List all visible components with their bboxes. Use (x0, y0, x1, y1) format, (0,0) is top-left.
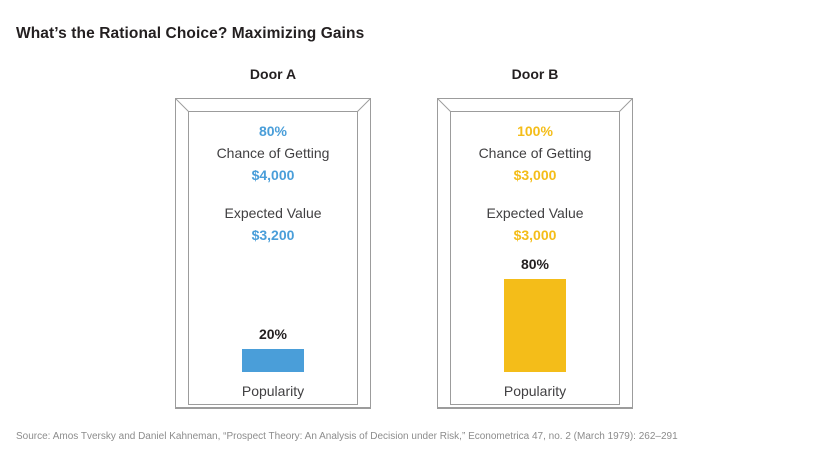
door-a-heading: Door A (249, 66, 297, 82)
source-citation: Source: Amos Tversky and Daniel Kahneman… (16, 431, 678, 442)
door-a-chance-label: Chance of Getting (216, 145, 330, 161)
door-a-panel: Door A 80% Chance of Getting $4,000 Expe… (175, 66, 371, 409)
door-b-ev-amount: $3,000 (513, 227, 557, 243)
door-a-ev-amount: $3,200 (251, 227, 295, 243)
door-b-chance-amount: $3,000 (513, 167, 557, 183)
door-b-chance-percent: 100% (517, 123, 553, 139)
chart-title: What’s the Rational Choice? Maximizing G… (16, 25, 365, 42)
door-a-ev-label: Expected Value (224, 205, 322, 221)
door-frame-icon (175, 98, 371, 409)
door-b-popularity-bar (504, 279, 566, 372)
door-b-popularity-percent: 80% (520, 256, 550, 272)
door-b-heading: Door B (511, 66, 559, 82)
door-a-popularity-label: Popularity (241, 383, 305, 399)
door-b-ev-label: Expected Value (486, 205, 584, 221)
door-b-popularity-label: Popularity (503, 383, 567, 399)
door-a-popularity-percent: 20% (258, 326, 288, 342)
door-b-chance-label: Chance of Getting (478, 145, 592, 161)
door-b-panel: Door B 100% Chance of Getting $3,000 Exp… (437, 66, 633, 409)
door-a-chance-amount: $4,000 (251, 167, 295, 183)
door-frame-icon (437, 98, 633, 409)
door-a-popularity-bar (242, 349, 304, 372)
door-a-chance-percent: 80% (258, 123, 288, 139)
